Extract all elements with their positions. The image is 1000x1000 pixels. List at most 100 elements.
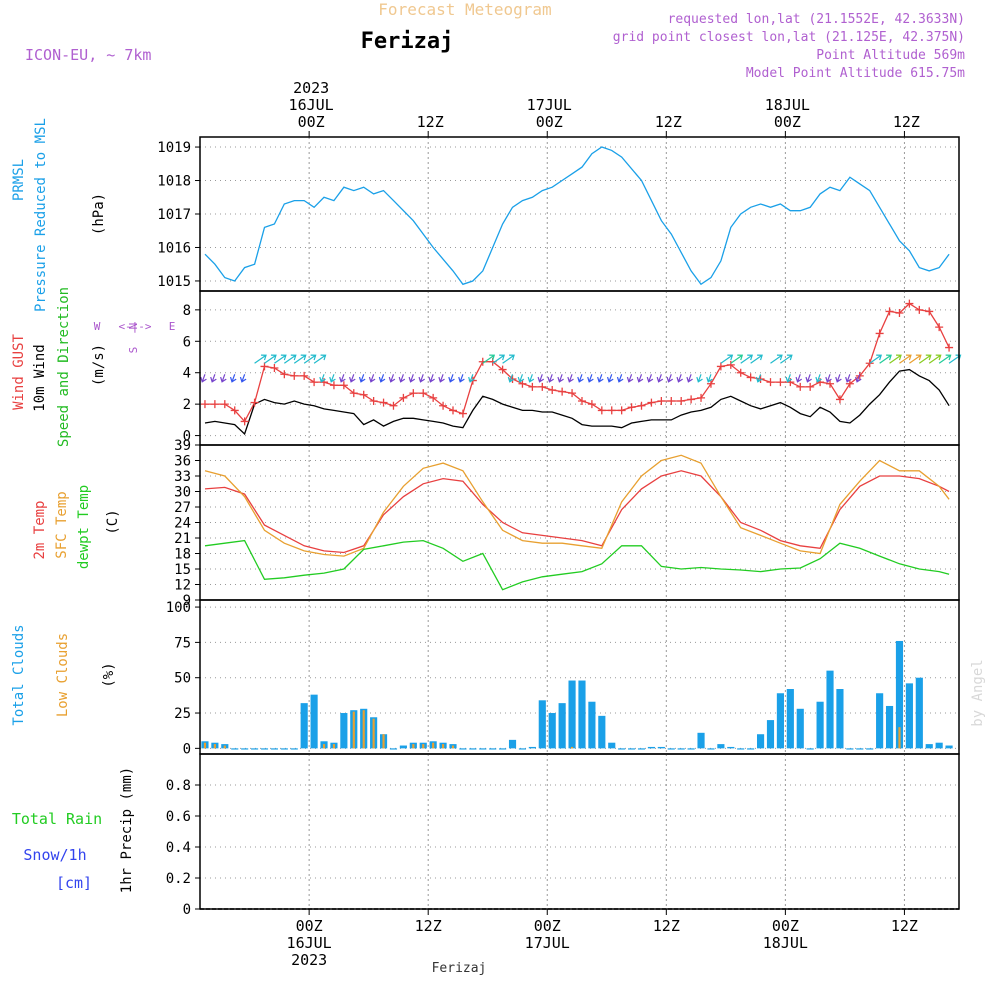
wind-unit-label: (m/s) xyxy=(91,344,107,386)
wind-arrow-shape xyxy=(626,374,634,383)
low-clouds-bar xyxy=(362,710,365,749)
wind-direction-arrow xyxy=(254,354,267,364)
bottom-time-label: 12Z xyxy=(891,917,918,935)
pressure-unit-label: (hPa) xyxy=(91,193,107,235)
gust-point xyxy=(528,382,537,391)
gust-point xyxy=(806,382,815,391)
gust-point xyxy=(240,417,249,426)
plot-layer: 1015101610171018101902468912151821242730… xyxy=(157,79,962,969)
wind-direction-arrow xyxy=(889,354,902,364)
y-tick-label: 1016 xyxy=(157,240,191,256)
low-clouds-bar xyxy=(898,727,901,749)
gust-point xyxy=(647,398,656,407)
total-clouds-bar xyxy=(241,748,249,750)
total-clouds-label: Total Clouds xyxy=(11,624,27,725)
wind-direction-arrow xyxy=(398,374,406,383)
wind-arrow-shape xyxy=(537,374,545,383)
top-time-label: 2023 xyxy=(293,79,329,97)
wind-arrow-shape xyxy=(909,354,922,364)
wind-direction-arrow xyxy=(349,374,356,383)
wind-arrow-shape xyxy=(283,354,297,364)
wind-direction-arrow xyxy=(264,354,277,364)
top-time-label: 16JUL xyxy=(289,96,334,114)
y-tick-label: 1017 xyxy=(157,207,191,223)
low-clouds-bar xyxy=(412,744,415,749)
gust-point xyxy=(935,323,944,332)
wind-arrow-shape xyxy=(730,354,744,364)
footer-location: Ferizaj xyxy=(432,961,487,976)
gust-point xyxy=(677,397,686,405)
dewpt-label: dewpt Temp xyxy=(76,485,92,569)
wind-direction-arrow xyxy=(358,374,366,383)
wind-arrow-shape xyxy=(468,374,475,383)
wind-arrow-shape xyxy=(577,374,584,383)
wind-direction-arrow xyxy=(785,374,793,383)
total-clouds-bar xyxy=(598,715,606,749)
bottom-time-label: 12Z xyxy=(653,917,680,935)
wind-direction-arrow xyxy=(517,374,525,383)
y-tick-label: 27 xyxy=(174,500,191,516)
wind-arrow-shape xyxy=(502,354,515,364)
wind-direction-arrow xyxy=(239,374,247,383)
temp2m-label: 2m Temp xyxy=(32,500,48,559)
gust-point xyxy=(617,406,626,415)
bottom-time-label: 00Z xyxy=(296,917,323,935)
gust-point xyxy=(290,371,299,380)
wind-arrow-shape xyxy=(720,354,734,364)
wind-direction-arrow xyxy=(220,374,227,383)
total-clouds-bar xyxy=(628,748,636,750)
model-altitude: Model Point Altitude 615.75m xyxy=(746,66,965,81)
wind-arrow-shape xyxy=(220,374,227,383)
total-clouds-bar xyxy=(578,680,586,749)
wind-direction-arrow xyxy=(303,354,317,364)
total-clouds-bar xyxy=(905,683,913,749)
gust-point xyxy=(250,398,259,407)
wind-direction-arrow xyxy=(815,374,822,383)
low-clouds-bar xyxy=(322,744,326,749)
gust-point xyxy=(756,375,765,383)
wind-direction-arrow xyxy=(468,374,475,383)
total-clouds-bar xyxy=(915,677,923,749)
total-clouds-bar xyxy=(588,701,596,749)
y-tick-label: 0.6 xyxy=(166,809,191,825)
total-clouds-bar xyxy=(816,701,824,749)
panel-frame-precip xyxy=(199,753,960,910)
wind-direction-arrow xyxy=(696,374,703,383)
grid-coords: grid point closest lon,lat (21.125E, 42.… xyxy=(613,30,965,45)
total-clouds-bar xyxy=(538,700,546,749)
total-clouds-bar xyxy=(747,748,755,750)
wind-arrow-shape xyxy=(313,354,327,364)
wind-arrow-shape xyxy=(398,374,406,383)
total-clouds-bar xyxy=(806,748,814,750)
wind-direction-arrow xyxy=(567,374,574,383)
wind-direction-arrow xyxy=(805,374,812,383)
total-clouds-bar xyxy=(260,748,269,750)
wind-direction-arrow xyxy=(755,374,763,383)
total-clouds-bar xyxy=(727,746,735,749)
y-tick-label: 0.8 xyxy=(166,778,191,794)
total-clouds-bar xyxy=(499,748,507,750)
gust-point xyxy=(210,400,219,409)
wind-arrow-shape xyxy=(557,374,564,383)
wind-arrow-shape xyxy=(606,374,614,383)
total-clouds-bar xyxy=(399,745,407,749)
wind-direction-arrow xyxy=(200,374,207,383)
wind-direction-arrow xyxy=(557,374,564,383)
gust-point xyxy=(329,381,338,390)
wind-direction-arrow xyxy=(577,374,584,383)
gust-point xyxy=(637,401,646,410)
y-tick-label: 36 xyxy=(174,454,191,470)
wind-direction-arrow xyxy=(750,354,763,364)
wind-direction-arrow xyxy=(626,374,634,383)
wind-direction-arrow xyxy=(855,374,862,383)
wind-arrow-shape xyxy=(349,374,356,383)
wind-arrow-shape xyxy=(567,374,574,383)
series-line-wind-0 xyxy=(205,302,950,423)
y-tick-label: 9 xyxy=(183,593,191,609)
y-tick-label: 2 xyxy=(183,397,191,413)
wind-arrow-shape xyxy=(418,374,426,383)
wind-direction-arrow xyxy=(448,374,455,383)
gust-point xyxy=(300,371,309,380)
gust-point xyxy=(508,375,517,383)
wind-arrow-shape xyxy=(616,374,624,383)
